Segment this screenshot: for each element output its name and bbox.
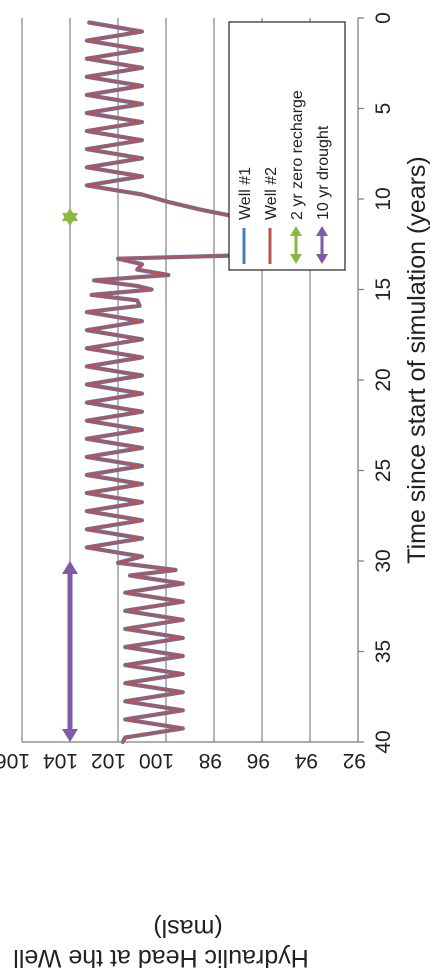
y-axis-title-line-2: (masl) (153, 914, 222, 942)
y-tick-label: 96 (247, 749, 270, 772)
y-tick-label: 104 (43, 749, 78, 772)
legend-swatch-arrow (290, 226, 302, 264)
axes: 92 94 96 98 100 102 104 106 0 5 10 15 20 25 30 35 40 (0, 12, 395, 772)
y-tick-label: 92 (343, 749, 366, 772)
annotation-arrow-2 (62, 561, 78, 742)
y-tick-label: 106 (0, 749, 30, 772)
x-axis-title: Time since start of simulation (years) (403, 156, 431, 564)
x-tick-label: 0 (372, 12, 395, 24)
legend-box (228, 21, 346, 271)
x-tick-label: 25 (372, 459, 395, 482)
x-tick-label: 40 (372, 730, 395, 753)
annotation-arrow-1-head-end (62, 213, 78, 227)
x-tick-label: 20 (372, 368, 395, 391)
y-tick-label: 94 (294, 749, 318, 772)
annotation-arrow-2-head-start (62, 561, 78, 574)
x-tick-label: 10 (372, 187, 395, 210)
annotation-arrow-2-head-end (62, 729, 78, 742)
legend: Well #1 Well #2 2 yr zero recharge 10 yr dr… (228, 21, 346, 271)
legend-swatch-arrow (316, 226, 328, 264)
y-tick-label: 98 (199, 749, 222, 772)
legend-arrow-head (290, 254, 302, 264)
legend-arrow-head (316, 226, 328, 236)
legend-label: 2 yr zero recharge (289, 90, 306, 220)
y-tick-label: 100 (139, 749, 174, 772)
legend-label: 10 yr drought (315, 125, 332, 220)
annotation-arrows (62, 208, 78, 742)
x-tick-label: 5 (372, 103, 395, 115)
legend-label: Well #1 (237, 167, 254, 220)
y-tick-label: 102 (91, 749, 126, 772)
legend-arrow-head (290, 226, 302, 236)
legend-arrow-head (316, 254, 328, 264)
series-lines (84, 20, 334, 745)
legend-label: Well #2 (263, 167, 280, 220)
x-tick-label: 35 (372, 640, 395, 663)
x-tick-label: 30 (372, 549, 395, 572)
x-tick-label: 15 (372, 278, 395, 301)
y-axis-title-line-1: Hydraulic Head at the Well (13, 944, 309, 972)
series-line-2 (85, 21, 333, 744)
annotation-arrow-1 (62, 208, 78, 227)
